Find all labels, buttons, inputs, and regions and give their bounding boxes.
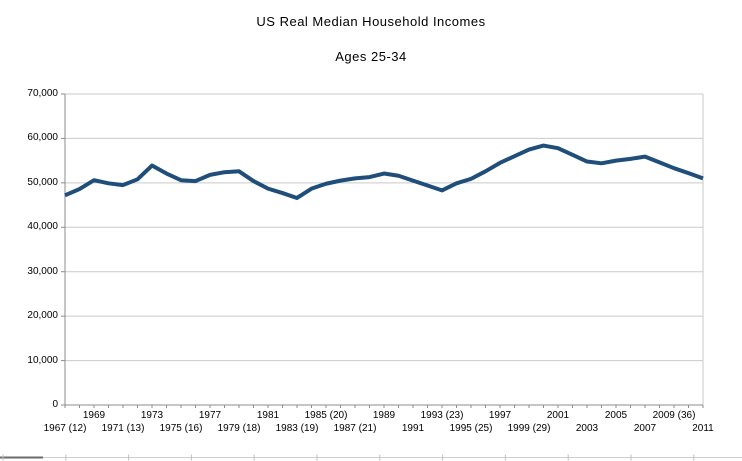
x-axis-label: 1969 xyxy=(82,410,106,421)
y-axis-label: 20,000 xyxy=(27,310,58,322)
y-axis-label: 0 xyxy=(52,399,58,410)
income-line-series xyxy=(64,143,704,200)
y-axis-label: 30,000 xyxy=(27,265,58,277)
y-axis-label: 60,000 xyxy=(27,132,58,144)
y-axis-label: 40,000 xyxy=(27,221,58,233)
x-axis-label: 1981 xyxy=(256,410,280,421)
x-axis-label: 2011 xyxy=(692,423,714,434)
x-axis-label: 1995 (25) xyxy=(449,423,493,434)
x-axis-label: 1967 (12) xyxy=(43,423,87,434)
chart-title: US Real Median Household Incomes xyxy=(256,14,486,29)
x-axis-label: 1993 (23) xyxy=(420,410,464,421)
chart-subtitle: Ages 25-34 xyxy=(335,49,407,64)
x-axis-label: 1973 xyxy=(140,410,164,421)
y-axis-label: 10,000 xyxy=(27,354,58,366)
x-axis-label: 2003 xyxy=(575,423,599,434)
x-axis-label: 1977 xyxy=(198,410,222,421)
x-axis-label: 1975 (16) xyxy=(159,423,203,434)
x-axis-label: 1991 xyxy=(401,423,425,434)
y-axis-label: 70,000 xyxy=(27,88,58,99)
x-axis-label: 2009 (36) xyxy=(652,410,696,421)
x-axis-label: 1997 xyxy=(488,410,512,421)
x-axis-label: 1987 (21) xyxy=(333,423,377,434)
x-axis-label: 1985 (20) xyxy=(304,410,348,421)
x-axis-label: 1979 (18) xyxy=(217,423,261,434)
x-axis-label: 2005 xyxy=(604,410,628,421)
y-axis-label: 50,000 xyxy=(27,176,58,188)
x-axis-label: 2007 xyxy=(633,423,657,434)
x-axis-label: 1983 (19) xyxy=(275,423,319,434)
x-axis-label: 1999 (29) xyxy=(507,423,551,434)
x-axis-label: 1989 xyxy=(372,410,396,421)
x-axis-label: 2001 xyxy=(546,410,570,421)
x-axis-label: 1971 (13) xyxy=(101,423,145,434)
